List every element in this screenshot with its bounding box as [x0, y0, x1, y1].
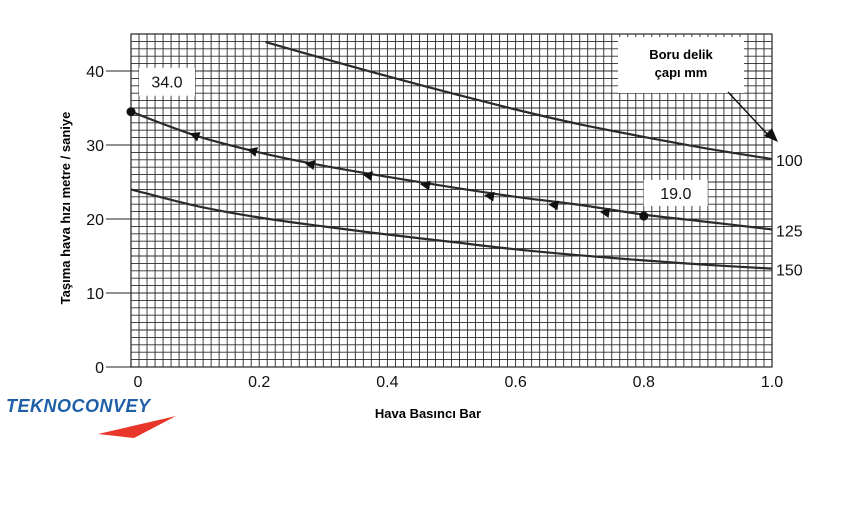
y-tick-label: 30 — [86, 138, 104, 155]
series-line-100 — [265, 41, 773, 161]
x-tick-label: 0 — [134, 374, 143, 391]
direction-arrow — [419, 180, 431, 191]
y-tick-label: 10 — [86, 286, 104, 303]
logo-swoosh — [98, 416, 176, 438]
logo-swoosh-shape — [98, 416, 176, 438]
y-tick-label: 0 — [95, 360, 104, 377]
x-tick-label: 0.4 — [376, 374, 398, 391]
series-line-150 — [130, 188, 773, 270]
teknoconvey-logo: TEKNOCONVEY — [6, 396, 181, 440]
y-tick-label: 40 — [86, 64, 104, 81]
series-label-125: 125 — [776, 223, 803, 240]
legend-title-box — [618, 37, 744, 93]
value-callout-text: 34.0 — [151, 75, 182, 92]
y-tick-label: 20 — [86, 212, 104, 229]
x-tick-label: 0.2 — [248, 374, 270, 391]
x-tick-label: 0.6 — [504, 374, 526, 391]
series-line-125 — [130, 110, 773, 231]
legend-pointer-arrowhead — [764, 128, 778, 142]
label-layer: 100 125 150 34.0 19.0 Boru delik çapı mm — [139, 37, 803, 280]
value-callout-box — [643, 180, 708, 207]
y-axis-title: Taşıma hava hızı metre / saniye — [58, 112, 73, 305]
value-callout-box — [139, 67, 195, 96]
direction-arrow — [484, 191, 495, 202]
legend-title-line: Boru delik — [649, 47, 713, 62]
series-label-150: 150 — [776, 263, 803, 280]
legend-title-line: çapı mm — [655, 65, 708, 80]
data-point-circle — [126, 107, 136, 117]
direction-arrow — [599, 207, 611, 218]
legend-pointer-line — [727, 91, 771, 138]
direction-arrow — [246, 147, 258, 157]
series-label-100: 100 — [776, 153, 803, 170]
direction-arrow — [189, 132, 201, 142]
axes: 0 0.2 0.4 0.6 0.8 1.0 0 10 20 30 40 — [86, 64, 783, 391]
direction-arrow — [548, 200, 559, 211]
x-tick-label: 1.0 — [761, 374, 783, 391]
series-layer — [130, 41, 773, 270]
value-callout-text: 19.0 — [660, 186, 691, 203]
logo-text: TEKNOCONVEY — [6, 396, 151, 416]
data-point-circle — [639, 211, 649, 221]
x-tick-label: 0.8 — [633, 374, 655, 391]
direction-arrow — [304, 160, 316, 170]
x-axis-title: Hava Basıncı Bar — [375, 406, 481, 421]
direction-arrow — [362, 171, 373, 181]
marker-layer — [126, 107, 649, 221]
